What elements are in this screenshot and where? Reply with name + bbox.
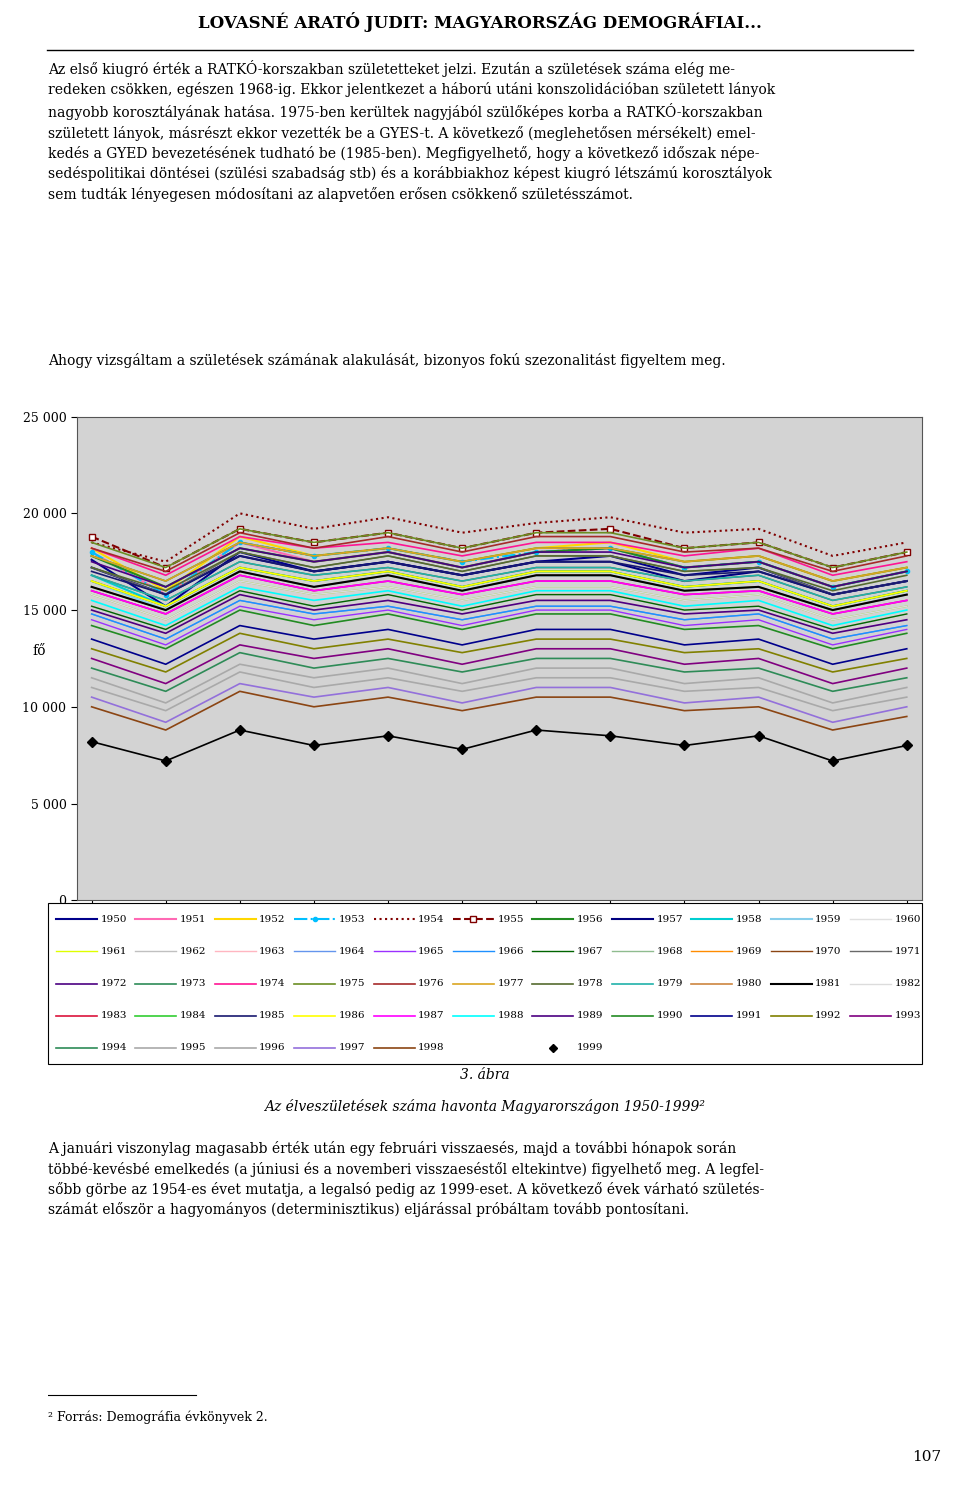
Text: 1977: 1977	[497, 979, 524, 988]
Text: 1972: 1972	[101, 979, 127, 988]
Text: 1961: 1961	[101, 946, 127, 955]
Text: 1955: 1955	[497, 915, 524, 924]
Text: 1952: 1952	[259, 915, 286, 924]
Text: 1981: 1981	[815, 979, 842, 988]
Text: 1983: 1983	[101, 1012, 127, 1021]
Text: 1988: 1988	[497, 1012, 524, 1021]
Text: 1968: 1968	[657, 946, 683, 955]
Text: 1951: 1951	[180, 915, 206, 924]
Text: 1979: 1979	[657, 979, 683, 988]
Text: 1973: 1973	[180, 979, 206, 988]
Text: 1980: 1980	[735, 979, 762, 988]
Text: 1957: 1957	[657, 915, 683, 924]
Text: A januári viszonylag magasabb érték után egy februári visszaesés, majd a további: A januári viszonylag magasabb érték után…	[48, 1141, 764, 1217]
Text: 107: 107	[912, 1451, 941, 1464]
Text: 1975: 1975	[339, 979, 365, 988]
Text: 1953: 1953	[339, 915, 365, 924]
Text: 1969: 1969	[735, 946, 762, 955]
Text: 1978: 1978	[577, 979, 604, 988]
Text: 1971: 1971	[895, 946, 921, 955]
Text: 1998: 1998	[419, 1043, 444, 1052]
Text: 1989: 1989	[577, 1012, 604, 1021]
Text: 1970: 1970	[815, 946, 842, 955]
Text: Az élveszületések száma havonta Magyarországon 1950-1999²: Az élveszületések száma havonta Magyaror…	[264, 1100, 706, 1115]
Text: 1999: 1999	[577, 1043, 604, 1052]
Text: 1950: 1950	[101, 915, 127, 924]
Y-axis label: fő: fő	[32, 644, 45, 658]
Text: 1990: 1990	[657, 1012, 683, 1021]
Text: 1995: 1995	[180, 1043, 206, 1052]
Text: 1991: 1991	[735, 1012, 762, 1021]
Text: 1958: 1958	[735, 915, 762, 924]
Text: 1964: 1964	[339, 946, 365, 955]
Text: Ahogy vizsgáltam a születések számának alakulását, bizonyos fokú szezonalitást f: Ahogy vizsgáltam a születések számának a…	[48, 353, 726, 368]
Text: 1993: 1993	[895, 1012, 921, 1021]
Text: 1997: 1997	[339, 1043, 365, 1052]
Text: 1982: 1982	[895, 979, 921, 988]
Text: 1963: 1963	[259, 946, 286, 955]
Text: 1966: 1966	[497, 946, 524, 955]
Text: 1976: 1976	[419, 979, 444, 988]
Text: 1974: 1974	[259, 979, 286, 988]
Text: 1994: 1994	[101, 1043, 127, 1052]
Text: 1965: 1965	[419, 946, 444, 955]
Text: 1987: 1987	[419, 1012, 444, 1021]
Text: 1992: 1992	[815, 1012, 842, 1021]
Text: 1967: 1967	[577, 946, 604, 955]
Text: Az első kiugró érték a RATKÓ-korszakban születetteket jelzi. Ezután a születések: Az első kiugró érték a RATKÓ-korszakban …	[48, 60, 776, 202]
Text: 1956: 1956	[577, 915, 604, 924]
Text: 1986: 1986	[339, 1012, 365, 1021]
Text: 1996: 1996	[259, 1043, 286, 1052]
Text: 1985: 1985	[259, 1012, 286, 1021]
Text: LOVASNÉ ARATÓ JUDIT: MAGYARORSZÁG DEMOGRÁFIAI...: LOVASNÉ ARATÓ JUDIT: MAGYARORSZÁG DEMOGR…	[198, 12, 762, 31]
Text: 3. ábra: 3. ábra	[460, 1068, 510, 1082]
Text: 1954: 1954	[419, 915, 444, 924]
Text: 1960: 1960	[895, 915, 921, 924]
Text: ² Forrás: Demográfia évkönyvek 2.: ² Forrás: Demográfia évkönyvek 2.	[48, 1411, 268, 1424]
Text: 1959: 1959	[815, 915, 842, 924]
Text: 1984: 1984	[180, 1012, 206, 1021]
Text: 1962: 1962	[180, 946, 206, 955]
